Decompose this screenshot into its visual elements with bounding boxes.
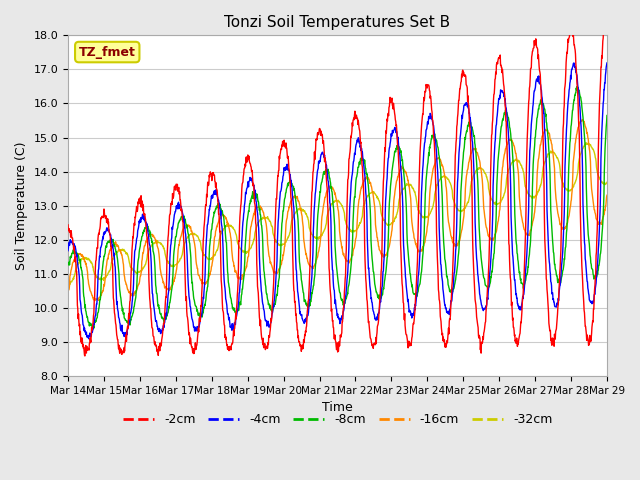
X-axis label: Time: Time: [322, 401, 353, 414]
Legend: -2cm, -4cm, -8cm, -16cm, -32cm: -2cm, -4cm, -8cm, -16cm, -32cm: [118, 408, 557, 431]
Text: TZ_fmet: TZ_fmet: [79, 46, 136, 59]
Title: Tonzi Soil Temperatures Set B: Tonzi Soil Temperatures Set B: [225, 15, 451, 30]
Y-axis label: Soil Temperature (C): Soil Temperature (C): [15, 142, 28, 270]
